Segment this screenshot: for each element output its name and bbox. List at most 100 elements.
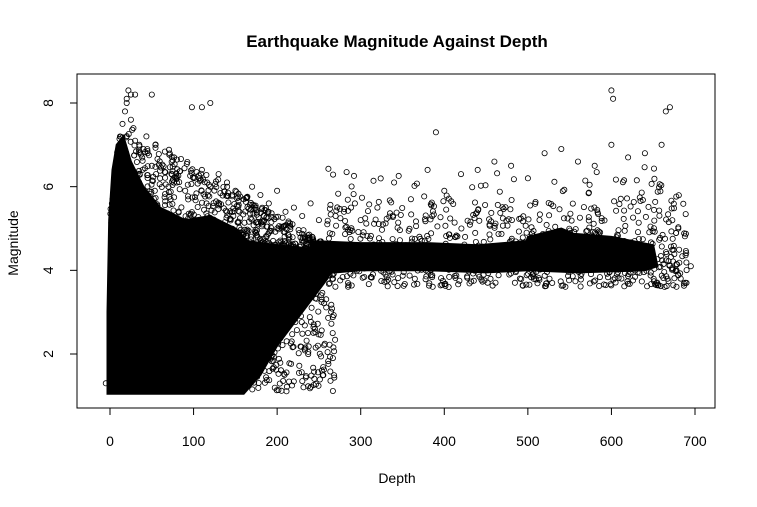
- point: [326, 205, 333, 212]
- point: [247, 199, 254, 206]
- point: [148, 181, 155, 188]
- data-point-24: [207, 183, 214, 190]
- point: [660, 274, 667, 281]
- point: [567, 210, 574, 217]
- point: [424, 232, 431, 239]
- point: [309, 233, 316, 240]
- data-point-71: [666, 104, 673, 111]
- point: [295, 226, 302, 233]
- point: [203, 200, 210, 207]
- point: [422, 212, 429, 219]
- point: [665, 258, 672, 265]
- data-point-64: [132, 91, 139, 98]
- point: [443, 192, 450, 199]
- data-point-43: [391, 179, 398, 186]
- point: [139, 166, 146, 173]
- point: [149, 177, 156, 184]
- point: [659, 257, 666, 264]
- point: [286, 378, 293, 385]
- point: [676, 259, 683, 266]
- point: [350, 172, 357, 179]
- point: [235, 194, 242, 201]
- point: [223, 214, 230, 221]
- point: [327, 201, 334, 208]
- point: [370, 177, 377, 184]
- point: [327, 368, 334, 375]
- point: [577, 283, 584, 290]
- point: [389, 213, 396, 220]
- point: [654, 188, 661, 195]
- point: [297, 234, 304, 241]
- point: [371, 220, 378, 227]
- point: [670, 242, 677, 249]
- point: [557, 278, 564, 285]
- point: [569, 273, 576, 280]
- point: [648, 281, 655, 288]
- data-point-38: [324, 221, 331, 228]
- point: [441, 281, 448, 288]
- point: [656, 207, 663, 214]
- point: [497, 209, 504, 216]
- point: [344, 196, 351, 203]
- data-point-16: [148, 162, 155, 169]
- point: [213, 198, 220, 205]
- point: [243, 228, 250, 235]
- data-point-10: [127, 116, 134, 123]
- data-point-50: [508, 162, 515, 169]
- point: [389, 236, 396, 243]
- point: [670, 282, 677, 289]
- point: [194, 180, 201, 187]
- data-point-8: [123, 100, 130, 107]
- point: [331, 374, 338, 381]
- point: [556, 206, 563, 213]
- point: [653, 280, 660, 287]
- dense-band-shallow: [106, 134, 337, 395]
- data-point-41: [357, 217, 364, 224]
- point: [451, 219, 458, 226]
- point: [650, 275, 657, 282]
- point: [320, 364, 327, 371]
- data-point-21: [182, 187, 189, 194]
- point: [536, 211, 543, 218]
- point: [394, 283, 401, 290]
- point: [265, 229, 272, 236]
- data-point-66: [188, 104, 195, 111]
- point: [144, 174, 151, 181]
- point: [211, 209, 218, 216]
- point: [386, 210, 393, 217]
- point: [651, 165, 658, 172]
- point: [176, 186, 183, 193]
- point: [464, 274, 471, 281]
- point: [190, 211, 197, 218]
- point: [442, 222, 449, 229]
- point: [500, 205, 507, 212]
- data-point-56: [608, 141, 615, 148]
- point: [328, 308, 335, 315]
- point: [682, 247, 689, 254]
- data-point-68: [207, 100, 214, 107]
- data-point-20: [173, 179, 180, 186]
- point: [551, 178, 558, 185]
- point: [285, 232, 292, 239]
- data-point-72: [662, 108, 669, 115]
- point: [388, 199, 395, 206]
- point: [200, 176, 207, 183]
- point: [683, 259, 690, 266]
- point: [657, 283, 664, 290]
- point: [149, 177, 156, 184]
- point: [680, 200, 687, 207]
- point: [314, 342, 321, 349]
- point: [669, 235, 676, 242]
- point: [568, 217, 575, 224]
- point: [585, 217, 592, 224]
- data-point-69: [608, 87, 615, 94]
- y-tick-label-3: 8: [40, 99, 56, 107]
- point: [413, 180, 420, 187]
- point: [639, 196, 646, 203]
- point: [328, 301, 335, 308]
- point: [588, 205, 595, 212]
- point: [487, 236, 494, 243]
- point: [220, 183, 227, 190]
- point: [139, 157, 146, 164]
- point: [486, 231, 493, 238]
